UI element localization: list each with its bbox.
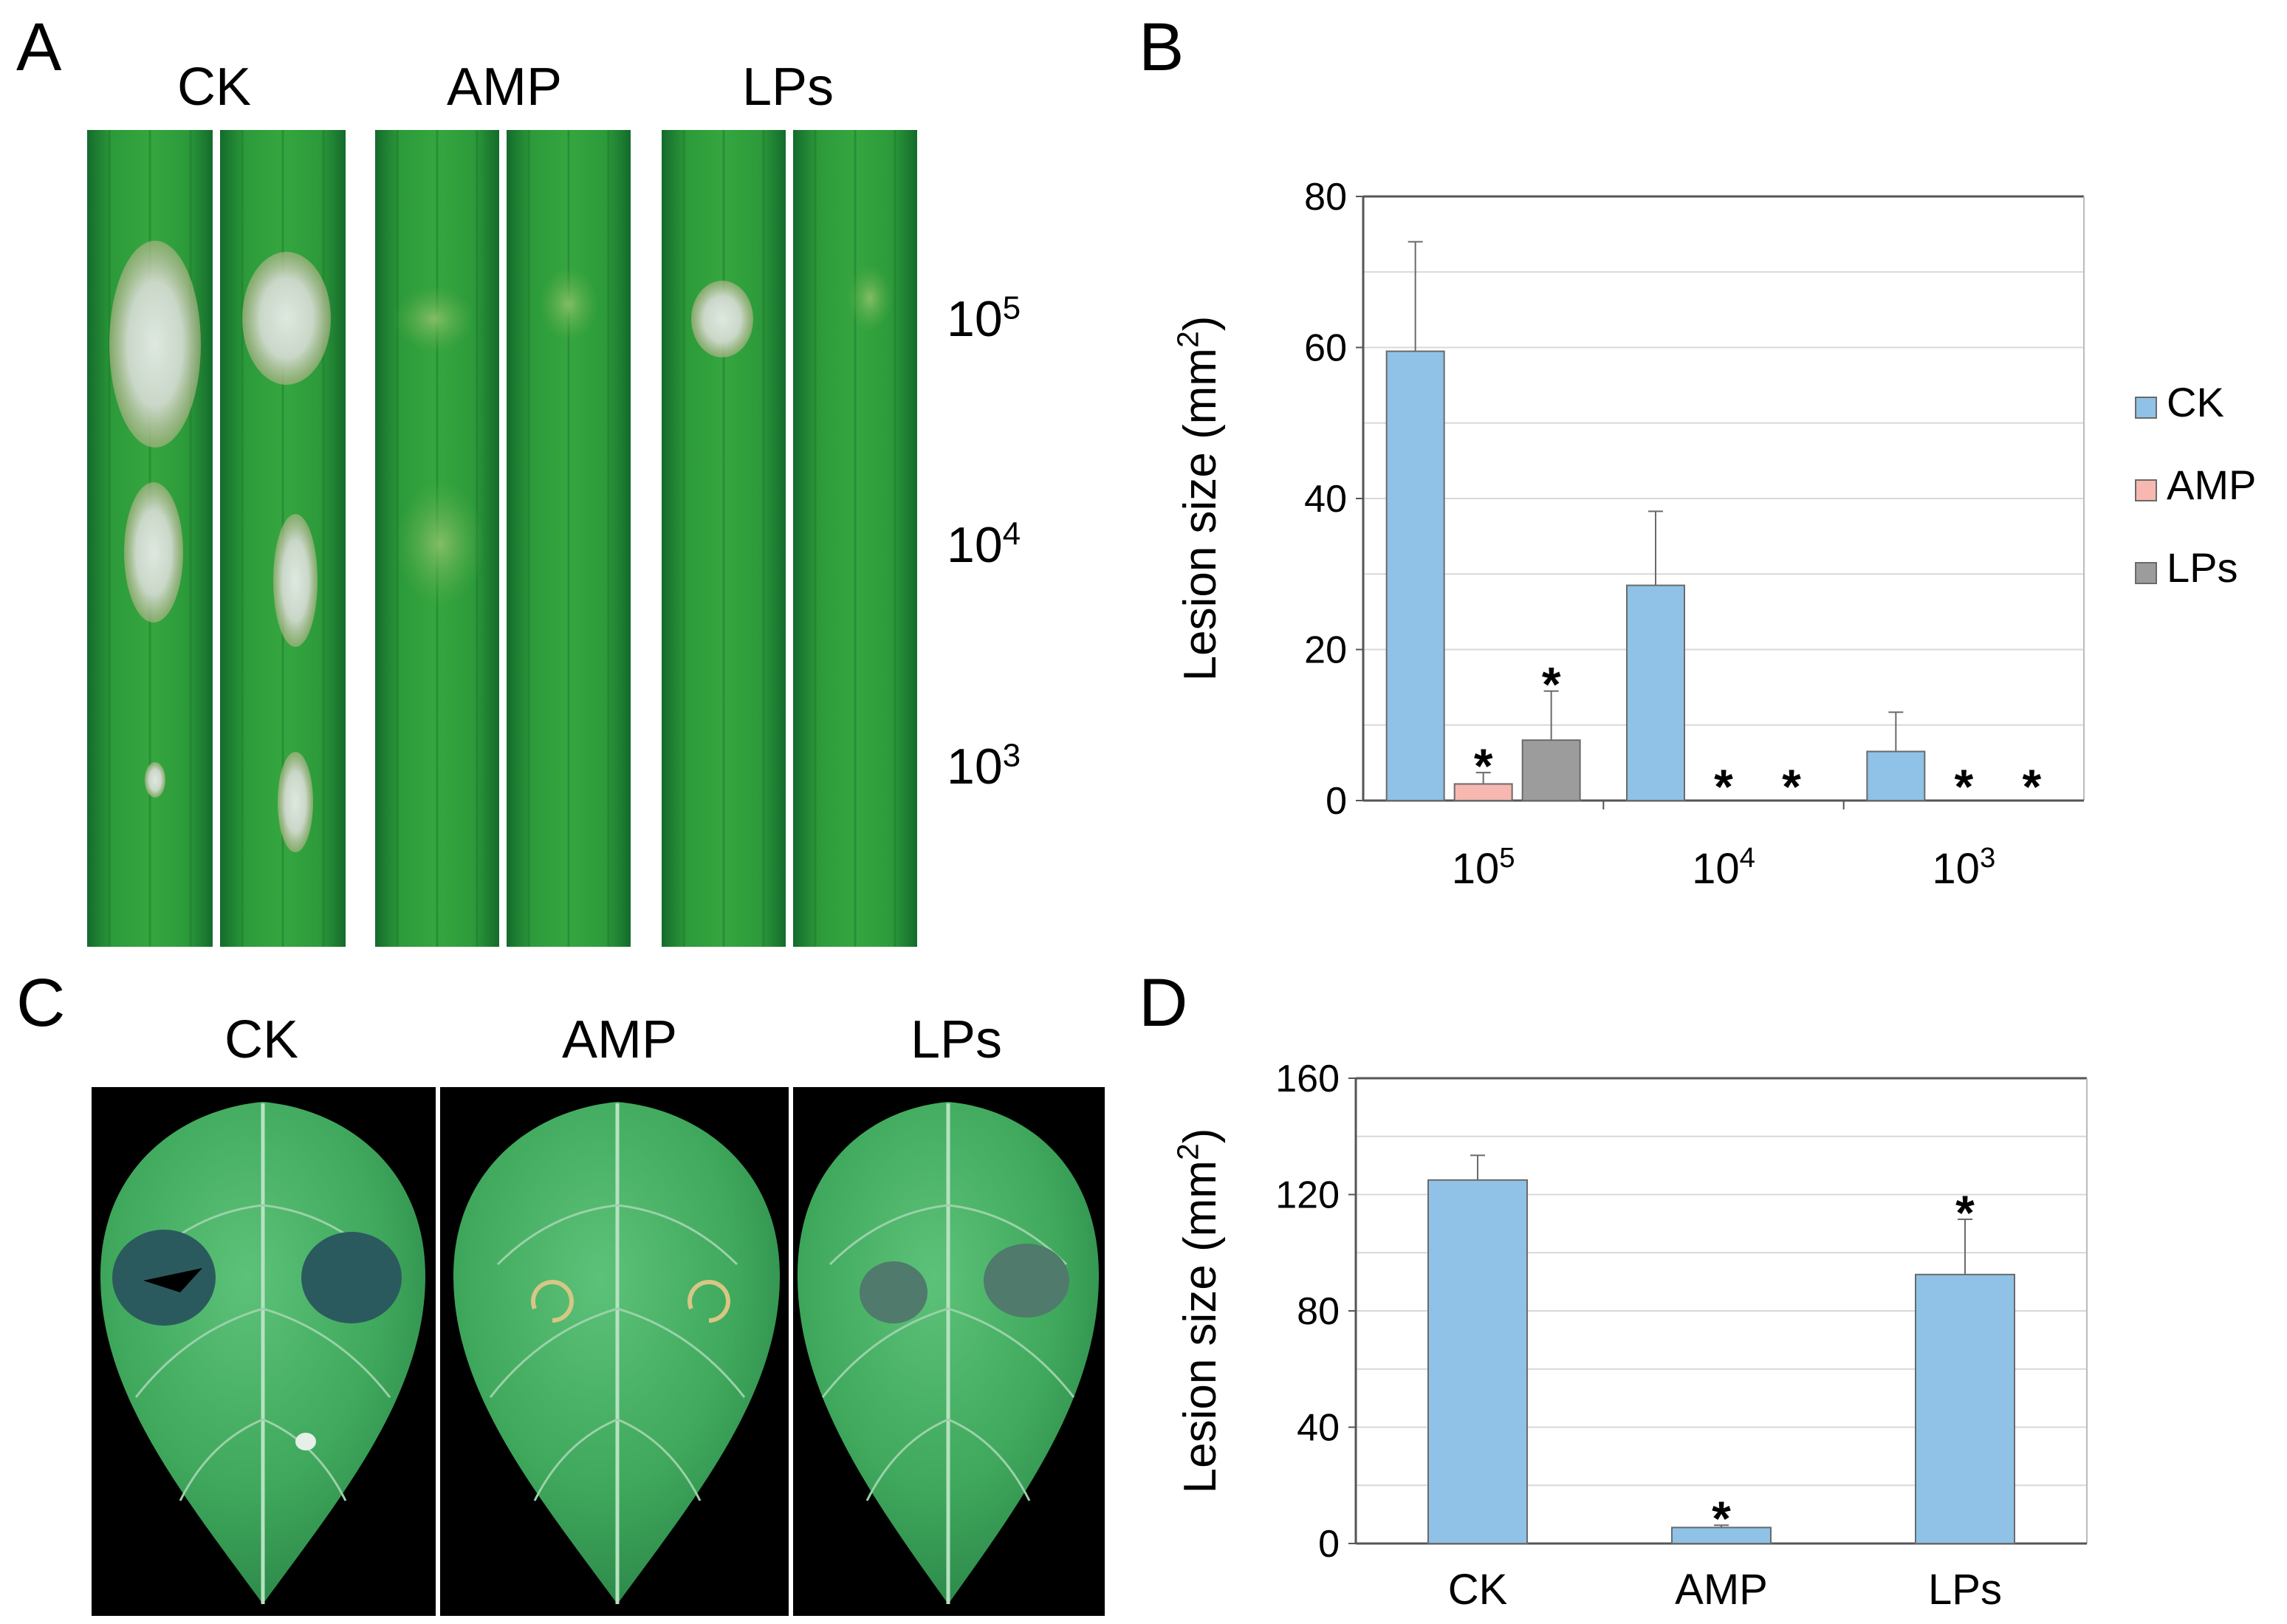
panel-letter-a: A xyxy=(16,10,62,85)
y-tick-label: 60 xyxy=(1304,327,1347,370)
significance-star: * xyxy=(1955,1185,1975,1240)
significance-star: * xyxy=(1712,1491,1731,1546)
y-axis-title: Lesion size (mm2) xyxy=(1174,1128,1226,1494)
legend-label-ck: CK xyxy=(2167,379,2224,425)
y-tick-label: 120 xyxy=(1275,1174,1340,1217)
legend-label-amp: AMP xyxy=(2167,462,2256,508)
y-tick-label: 80 xyxy=(1304,176,1347,219)
bar-ck-0 xyxy=(1385,350,1445,801)
y-axis-title: Lesion size (mm2) xyxy=(1174,316,1226,682)
x-tick-label: 103 xyxy=(1932,842,1995,893)
bar-ck-2 xyxy=(1866,750,1926,801)
panel-letter-b: B xyxy=(1139,10,1184,85)
significance-star: * xyxy=(2022,759,2041,814)
x-tick-label: CK xyxy=(1448,1566,1508,1614)
significance-star: * xyxy=(1474,739,1493,793)
panel-a-leaf-photos xyxy=(87,130,922,947)
panel-a-label-amp: AMP xyxy=(446,58,563,117)
pepper-leaf-lps xyxy=(797,1102,1100,1604)
y-tick-label: 40 xyxy=(1297,1407,1340,1450)
lesion-ck2-mid xyxy=(273,514,318,647)
panel-a-dose-1e3: 103 xyxy=(947,737,1021,795)
significance-star: * xyxy=(1714,759,1733,814)
bar-lps-0 xyxy=(1521,739,1581,802)
legend-label-lps: LPs xyxy=(2167,544,2238,591)
significance-star: * xyxy=(1782,759,1801,814)
y-tick-label: 160 xyxy=(1275,1063,1340,1100)
panel-c-label-ck: CK xyxy=(224,1010,299,1069)
lesion-ck1-low xyxy=(145,762,165,798)
pepper-leaf-ck xyxy=(100,1102,426,1604)
lesion-lps2-high xyxy=(848,265,892,332)
bar-lesion-size-0 xyxy=(1427,1179,1528,1544)
lesion-lps1-high xyxy=(691,281,753,357)
panel-b-chart: 0 20 40 60 80 Lesion size (mm2) 105 * * 104 * * 103 *… xyxy=(1174,176,2256,893)
bar-lesion-size-2 xyxy=(1915,1273,2015,1544)
y-tick-label: 0 xyxy=(1326,780,1347,823)
lesion-amp1-high xyxy=(394,286,475,352)
y-tick-label: 40 xyxy=(1304,478,1347,521)
panel-a-label-ck: CK xyxy=(176,58,252,117)
panel-c-leaf-photos xyxy=(92,1087,1105,1616)
panel-c-label-amp: AMP xyxy=(561,1010,678,1069)
bar-ck-1 xyxy=(1626,584,1685,802)
lesion-ck1-mid xyxy=(124,482,183,623)
panel-letter-c: C xyxy=(16,965,66,1041)
lesion-ck2-high xyxy=(242,252,331,385)
lesion-amp2-high xyxy=(539,267,598,341)
x-tick-label: 105 xyxy=(1452,842,1515,893)
legend-swatch-amp xyxy=(2135,479,2157,501)
panel-a-label-lps: LPs xyxy=(741,58,834,117)
panel-letter-d: D xyxy=(1139,965,1188,1041)
y-tick-label: 80 xyxy=(1297,1290,1340,1333)
x-tick-label: LPs xyxy=(1928,1566,2002,1614)
x-tick-label: AMP xyxy=(1675,1566,1768,1614)
panel-a-dose-1e5: 105 xyxy=(947,289,1021,347)
y-tick-label: 20 xyxy=(1304,629,1347,672)
significance-star: * xyxy=(1542,657,1561,712)
lesion-ck2-low xyxy=(278,752,313,852)
panel-c-label-lps: LPs xyxy=(910,1010,1003,1069)
lesion-amp1-mid xyxy=(396,481,484,606)
lesion-ck1-high xyxy=(109,241,201,448)
significance-star: * xyxy=(1954,759,1973,814)
pepper-leaf-amp xyxy=(453,1102,781,1604)
panel-d-chart: 0 40 80 120 160 Lesion size (mm2) CK AMP * LPs * xyxy=(1174,1063,2088,1614)
panel-a-dose-1e4: 104 xyxy=(947,515,1021,573)
y-tick-label: 0 xyxy=(1318,1523,1340,1566)
legend-swatch-ck xyxy=(2135,397,2157,419)
x-tick-label: 104 xyxy=(1692,842,1755,893)
legend-swatch-lps xyxy=(2135,562,2157,584)
